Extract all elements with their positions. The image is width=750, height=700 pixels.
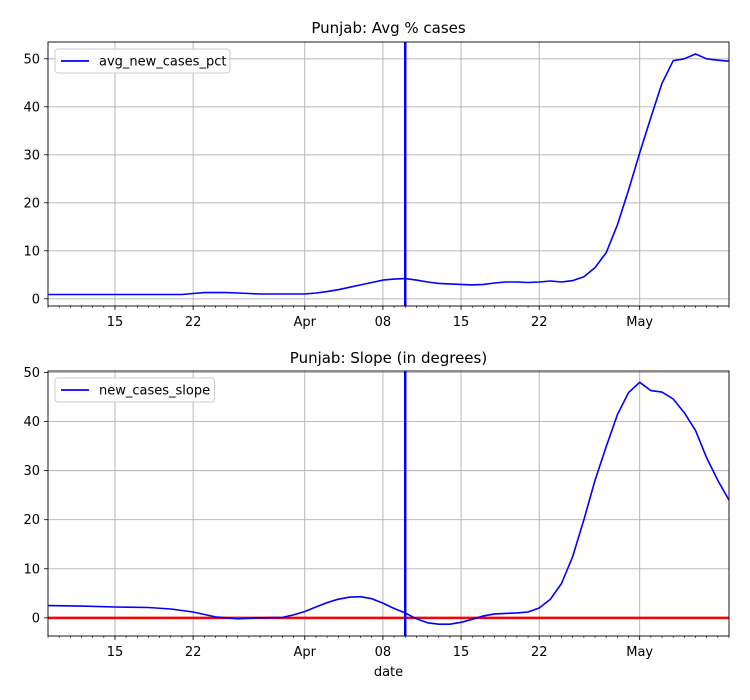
- y-tick-label: 10: [23, 244, 40, 259]
- x-tick-label: 15: [107, 315, 124, 330]
- x-tick-label: May: [626, 315, 653, 330]
- x-tick-label: 22: [185, 315, 202, 330]
- legend-label: avg_new_cases_pct: [99, 55, 226, 70]
- series-line-avg_new_cases_pct: [48, 53, 729, 296]
- x-axis-label: date: [374, 665, 403, 680]
- x-tick-label: Apr: [294, 315, 317, 330]
- x-tick-label: May: [626, 645, 653, 660]
- chart-title: Punjab: Avg % cases: [311, 19, 466, 37]
- x-tick-label: 22: [531, 645, 548, 660]
- chart-panel-2: 15 22 Apr 08 15 22 May 0 10 20 30 40 50 Punjab: Slope…: [23, 349, 730, 680]
- y-tick-label: 10: [23, 562, 40, 577]
- y-tick-label: 0: [32, 292, 40, 307]
- x-tick-label: 15: [453, 315, 470, 330]
- legend-box: [54, 48, 231, 74]
- legend-box: [54, 377, 215, 403]
- x-tick-label: Apr: [294, 645, 317, 660]
- legend-label: new_cases_slope: [99, 384, 210, 399]
- y-tick-label: 0: [32, 611, 40, 626]
- legend: avg_new_cases_pct: [54, 48, 231, 74]
- chart-panel-1: 15 22 Apr 08 15 22 May 0 10 20 30 40 50 Punjab: Avg %…: [23, 19, 730, 330]
- x-tick-label: 15: [107, 645, 124, 660]
- legend: new_cases_slope: [54, 377, 215, 403]
- y-tick-label: 30: [23, 148, 40, 163]
- x-tick-label: 15: [453, 645, 470, 660]
- x-tick-label: 08: [375, 645, 392, 660]
- y-tick-label: 20: [23, 513, 40, 528]
- series-line-new_cases_slope: [48, 381, 729, 626]
- y-tick-label: 40: [23, 100, 40, 115]
- y-tick-label: 40: [23, 415, 40, 430]
- y-tick-label: 20: [23, 196, 40, 211]
- axes-frame: [47, 41, 730, 307]
- x-tick-label: 22: [185, 645, 202, 660]
- y-tick-label: 50: [23, 366, 40, 381]
- x-tick-label: 22: [531, 315, 548, 330]
- y-tick-label: 30: [23, 464, 40, 479]
- x-tick-label: 08: [375, 315, 392, 330]
- y-tick-label: 50: [23, 52, 40, 67]
- axes-frame: [47, 370, 730, 637]
- chart-title: Punjab: Slope (in degrees): [290, 349, 487, 367]
